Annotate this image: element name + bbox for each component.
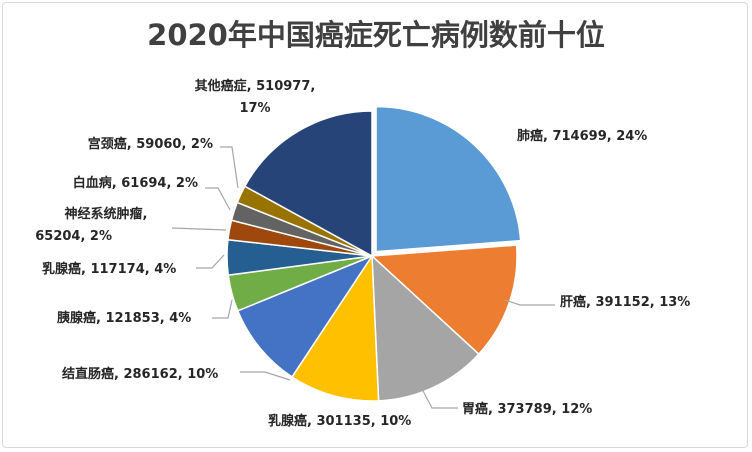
leader-line-7 <box>171 227 227 231</box>
leader-line-1 <box>504 299 555 306</box>
data-label-4: 结直肠癌, 286162, 10% <box>62 366 218 382</box>
data-label-5: 胰腺癌, 121853, 4% <box>57 310 191 326</box>
leader-line-8 <box>205 187 231 211</box>
leader-line-6 <box>196 254 225 269</box>
data-label-9: 宫颈癌, 59060, 2% <box>88 136 213 152</box>
pie-slice-0 <box>375 105 522 253</box>
data-label-7: 神经系统肿瘤, 65204, 2% <box>35 206 152 244</box>
data-label-3: 乳腺癌, 301135, 10% <box>268 413 411 429</box>
leader-line-2 <box>419 384 458 409</box>
data-label-2: 胃癌, 373789, 12% <box>462 401 592 417</box>
chart-title: 2020年中国癌症死亡病例数前十位 <box>147 18 605 52</box>
pie-slice-4 <box>236 254 374 378</box>
data-label-1: 肝癌, 391152, 13% <box>560 294 690 310</box>
data-label-10: 其他癌症, 510977, 17% <box>195 78 316 116</box>
leader-line-9 <box>220 146 239 189</box>
pie-slice-10 <box>243 110 373 258</box>
data-label-8: 白血病, 61694, 2% <box>73 175 198 191</box>
leader-line-4 <box>240 371 291 381</box>
data-label-0: 肺癌, 714699, 24% <box>517 128 647 144</box>
leader-line-5 <box>212 299 233 319</box>
chart-frame <box>2 2 748 448</box>
pie-slice-2 <box>371 254 480 402</box>
pie-slice-3 <box>290 253 380 402</box>
pie-slice-1 <box>370 244 518 356</box>
data-label-6: 乳腺癌, 117174, 4% <box>42 261 176 277</box>
